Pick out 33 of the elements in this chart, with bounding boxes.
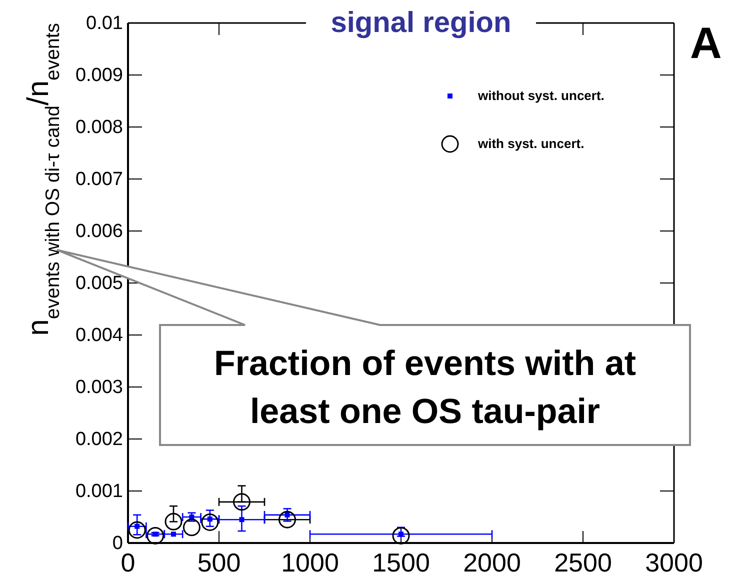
point <box>278 510 296 528</box>
y-tick-label: 0.009 <box>75 65 123 86</box>
y-tick-label: 0.005 <box>75 273 123 294</box>
y-tick-label: 0.003 <box>75 377 123 398</box>
x-tick-label: 2500 <box>554 547 612 576</box>
annotation: Fraction of events with at least one OS tau-pair <box>214 344 636 431</box>
x-tick-label: 1000 <box>281 547 339 576</box>
y-tick-label: 0.002 <box>75 429 123 450</box>
x-tick-label: 2000 <box>463 547 521 576</box>
text: A <box>690 19 722 68</box>
y-tick-label: 0.008 <box>75 117 123 138</box>
point <box>182 518 200 536</box>
y-tick-label: 0.001 <box>75 481 123 502</box>
y-tick-label: 0.01 <box>86 13 123 34</box>
y-tick-label: 0.006 <box>75 221 123 242</box>
point <box>128 521 146 539</box>
x-tick-label: 500 <box>197 547 241 576</box>
point <box>239 517 244 522</box>
legend-label: with syst. uncert. <box>477 136 584 151</box>
y-tick-label: 0.004 <box>75 325 124 346</box>
legend-label: without syst. uncert. <box>477 88 604 103</box>
point <box>233 493 250 511</box>
point <box>164 512 182 530</box>
point <box>392 526 410 544</box>
chart-title: signal region <box>330 7 512 39</box>
x-tick-label: 1500 <box>372 547 430 576</box>
point <box>284 512 290 518</box>
point <box>134 524 140 529</box>
x-tick-label: 3000 <box>645 547 703 576</box>
y-tick-label: 0 <box>112 533 123 554</box>
point <box>207 516 212 522</box>
y-tick-label: 0.007 <box>75 169 123 190</box>
point <box>171 532 176 537</box>
